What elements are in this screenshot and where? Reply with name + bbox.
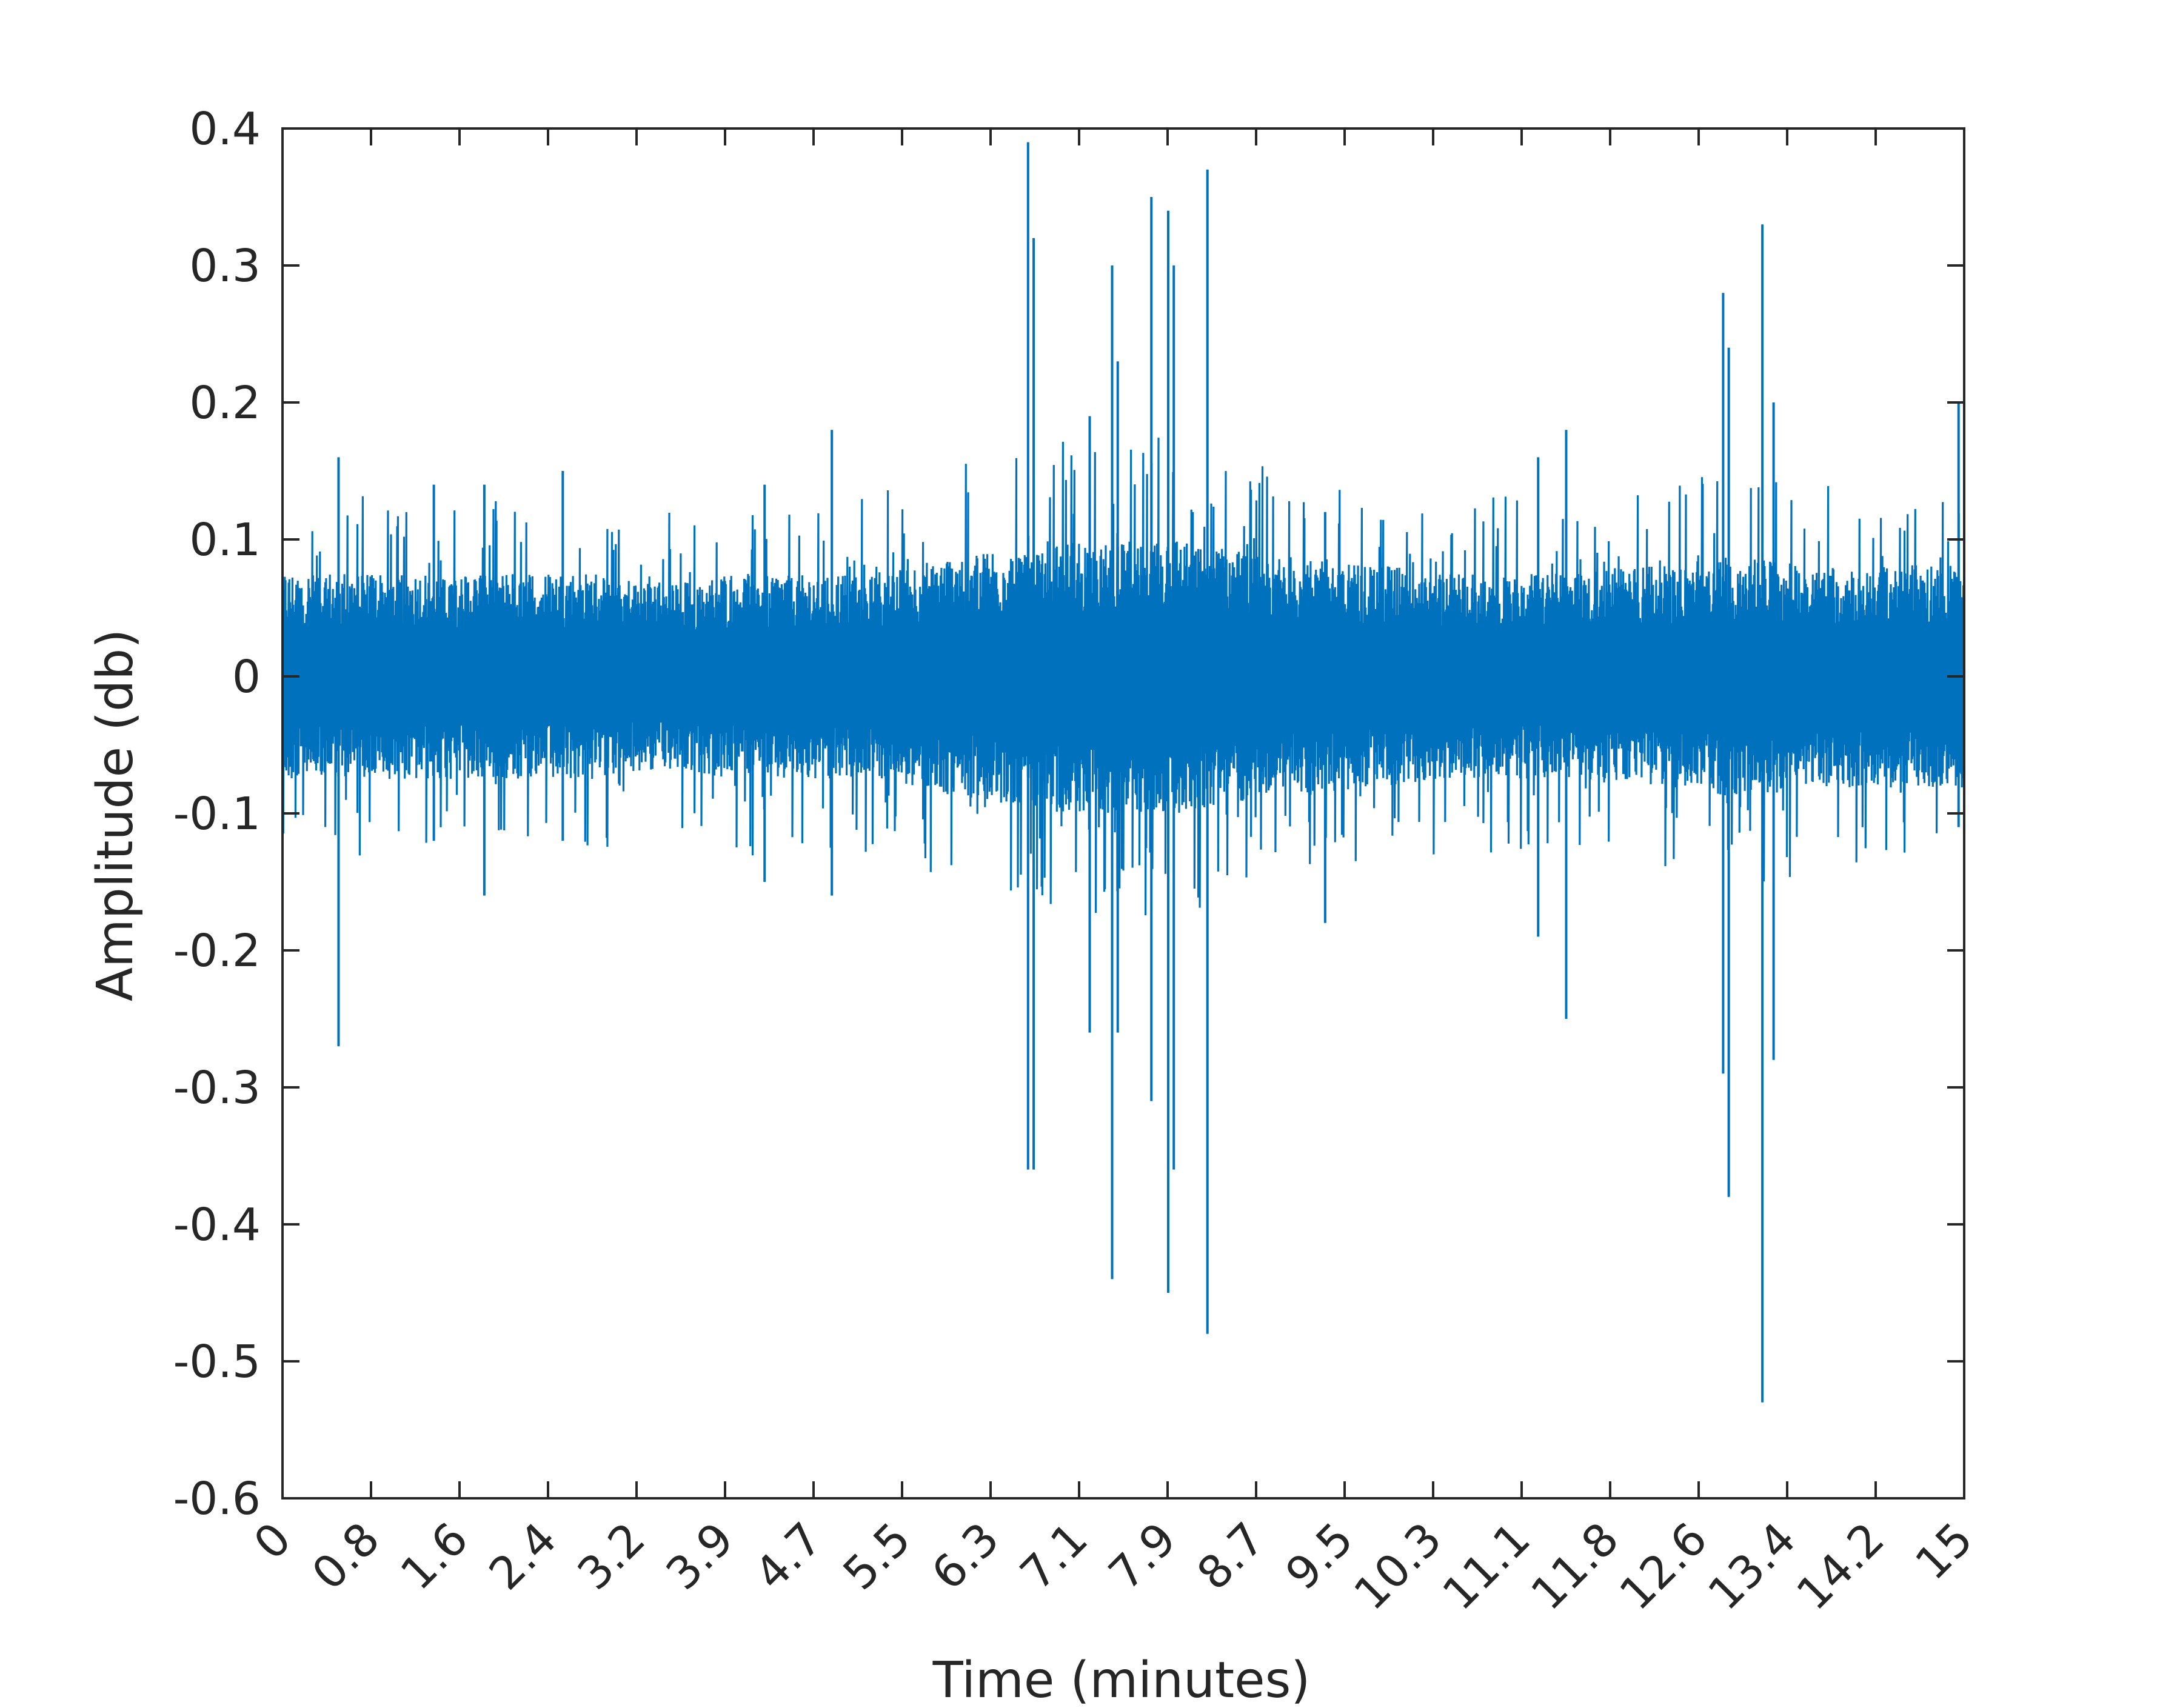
y-tick-label: 0.3 (189, 240, 261, 292)
x-tick-label: 3.2 (568, 1513, 655, 1600)
y-tick-label: -0.4 (173, 1199, 261, 1251)
signal-layer (281, 142, 1965, 1403)
y-tick-labels: 0.4 0.3 0.2 0.1 0 -0.1 -0.2 -0.3 -0.4 -0.5 -0.6 (173, 103, 261, 1525)
axes-layer (281, 127, 1965, 1500)
x-tick-label: 6.3 (922, 1513, 1009, 1600)
signal-core-band (283, 610, 1964, 742)
x-tick-label: 7.9 (1099, 1513, 1186, 1600)
x-tick-label: 1.6 (391, 1513, 478, 1600)
y-axis-title: Amplitude (db) (87, 629, 144, 1001)
y-tick-label: 0 (232, 651, 261, 703)
x-tick-label: 11.8 (1521, 1513, 1628, 1620)
y-tick-label: -0.1 (173, 788, 261, 840)
x-tick-label: 3.9 (657, 1513, 744, 1600)
x-tick-label: 15 (1905, 1513, 1982, 1590)
y-tick-label: -0.5 (173, 1336, 261, 1388)
y-tick-label: 0.4 (189, 103, 261, 155)
x-tick-label: 8.7 (1188, 1513, 1275, 1600)
x-tick-label: 11.1 (1433, 1513, 1540, 1620)
x-axis-title: Time (minutes) (932, 1652, 1311, 1705)
x-tick-label: 7.1 (1011, 1513, 1098, 1600)
x-tick-label: 14.2 (1787, 1513, 1894, 1620)
y-tick-label: 0.1 (189, 514, 261, 566)
x-tick-labels: 0 0.8 1.6 2.4 3.2 3.9 4.7 5.5 6.3 7.1 7.9 8.7 9.510.… (244, 1513, 1983, 1620)
x-tick-label: 2.4 (480, 1513, 567, 1600)
x-tick-label: 5.5 (834, 1513, 921, 1600)
y-tick-label: -0.3 (173, 1062, 261, 1114)
y-tick-label: -0.2 (173, 925, 261, 977)
x-tick-label: 4.7 (745, 1513, 832, 1600)
y-tick-label: -0.6 (173, 1473, 261, 1525)
y-tick-label: 0.2 (189, 377, 261, 429)
x-tick-label: 10.3 (1344, 1513, 1451, 1620)
x-tick-label: 13.4 (1698, 1513, 1805, 1620)
x-tick-label: 12.6 (1610, 1513, 1717, 1620)
x-tick-label: 0.8 (303, 1513, 390, 1600)
